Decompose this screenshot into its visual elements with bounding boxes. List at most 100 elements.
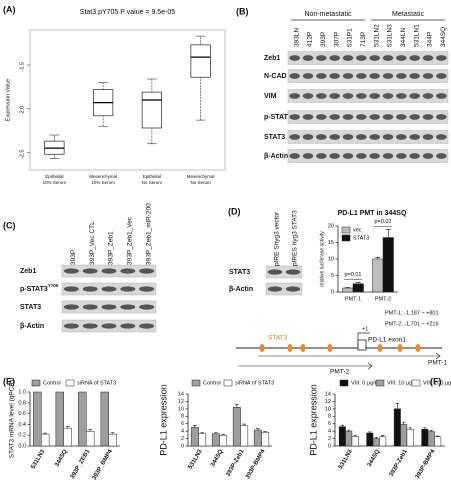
blot-band <box>302 73 314 79</box>
blot-band <box>120 268 136 274</box>
blot-band <box>63 286 79 292</box>
blot-band <box>409 153 420 159</box>
lane-label: 393P <box>320 32 327 47</box>
error-bar <box>234 404 239 408</box>
chart-title: Stat3.pY705 P value = 9.5e-05 <box>80 9 176 16</box>
blot-band <box>382 55 394 61</box>
range-label: PMT-2: -1,701 ~ +216 <box>385 321 439 327</box>
panel-label: (E) <box>3 376 15 386</box>
blot-band <box>289 93 300 99</box>
blot-band <box>329 134 340 140</box>
blot-band <box>422 73 434 79</box>
row-name: p-STAT3 <box>20 286 48 293</box>
blot-band <box>369 73 380 79</box>
panel-label: (F) <box>430 376 442 386</box>
lane-label: 393P_Zeb1 <box>108 231 115 265</box>
blot-band <box>302 114 314 120</box>
blot-band <box>356 153 367 159</box>
error-bar <box>353 435 357 437</box>
legend-swatch <box>65 379 75 387</box>
y-tick-label: 0.2 <box>18 433 26 439</box>
bar <box>421 429 429 447</box>
legend-label: VIII: 100 µg/ml <box>423 380 451 386</box>
error-bar <box>423 427 427 430</box>
stat3-site <box>300 344 306 352</box>
blot-band <box>316 73 327 79</box>
bar <box>232 407 241 447</box>
legend-swatch <box>223 379 233 387</box>
lane-label: 344LN <box>400 28 407 47</box>
lane-label: 531LN2 <box>373 24 380 47</box>
blot-band <box>356 134 367 140</box>
blot-band <box>396 134 407 140</box>
blot-band <box>342 55 354 61</box>
lane-label: 531LN1 <box>413 24 420 47</box>
blot-band <box>285 269 301 275</box>
error-bar <box>375 257 381 259</box>
y-tick-label: 12 <box>178 399 184 405</box>
y-tick-label: -2.5 <box>19 150 25 159</box>
box <box>190 44 211 78</box>
row-name: p-STAT3 <box>264 114 292 121</box>
blot-band <box>436 93 447 99</box>
blot-band <box>369 93 380 99</box>
y-tick-label: -2.0 <box>19 106 25 115</box>
blot-band <box>342 114 354 120</box>
bar <box>345 430 353 447</box>
blot-band <box>82 304 98 310</box>
y-tick-label: 15 <box>328 240 334 246</box>
error-bar <box>43 432 48 435</box>
blot-band <box>382 73 394 79</box>
blot-band <box>409 55 420 61</box>
bar <box>393 408 401 447</box>
y-tick-label: 6 <box>181 421 184 427</box>
x-tick-label: PMT-2 <box>375 296 391 302</box>
legend-swatch <box>339 379 349 387</box>
error-bar <box>402 421 406 425</box>
blot-band <box>342 73 354 79</box>
blot-band <box>316 153 327 159</box>
bar <box>434 436 442 447</box>
blot-band <box>82 286 98 292</box>
bar <box>379 436 387 447</box>
error-bar <box>355 282 361 284</box>
error-bar <box>255 428 260 431</box>
blot-band <box>267 286 283 292</box>
y-tick-label: 8 <box>181 414 184 420</box>
x-tick-label: PMT-1 <box>345 296 361 302</box>
lane-label: 344P <box>427 32 434 47</box>
blot-band <box>120 323 136 329</box>
row-label: Zeb1 <box>20 268 36 275</box>
row-name: Zeb1 <box>264 55 280 62</box>
legend-swatch <box>191 379 201 387</box>
group-label: Metastatic <box>392 11 424 18</box>
row-label: β-Actin <box>229 286 253 293</box>
bar <box>240 425 249 447</box>
legend-label: VIII: 10 µg/ml <box>387 380 420 386</box>
row-name: N-CAD <box>264 73 287 80</box>
bar <box>400 424 408 447</box>
blot-band <box>356 73 367 79</box>
blot-band <box>289 55 300 61</box>
bar <box>372 258 384 293</box>
y-tick-label: 12 <box>325 399 331 405</box>
blot-band <box>356 93 367 99</box>
y-tick-label: 14 <box>325 391 331 397</box>
bar <box>86 431 95 447</box>
blot-band <box>342 134 354 140</box>
blot-band <box>101 286 117 292</box>
blot-band <box>316 134 327 140</box>
blot-band <box>329 114 340 120</box>
y-tick-label: 10 <box>325 406 331 412</box>
blot-band <box>382 134 394 140</box>
blot-band <box>302 153 314 159</box>
bar <box>198 433 207 447</box>
lane-label: pIRE Shyg3 vector <box>274 211 281 266</box>
y-tick-label: 0 <box>181 443 184 449</box>
lane-label: pIRES hyg3 STAT3 <box>292 210 299 266</box>
bar <box>211 433 220 447</box>
panel-label: (B) <box>236 6 249 16</box>
error-bar <box>65 426 70 429</box>
row-name: β-Actin <box>264 153 288 160</box>
blot-band <box>139 323 155 329</box>
